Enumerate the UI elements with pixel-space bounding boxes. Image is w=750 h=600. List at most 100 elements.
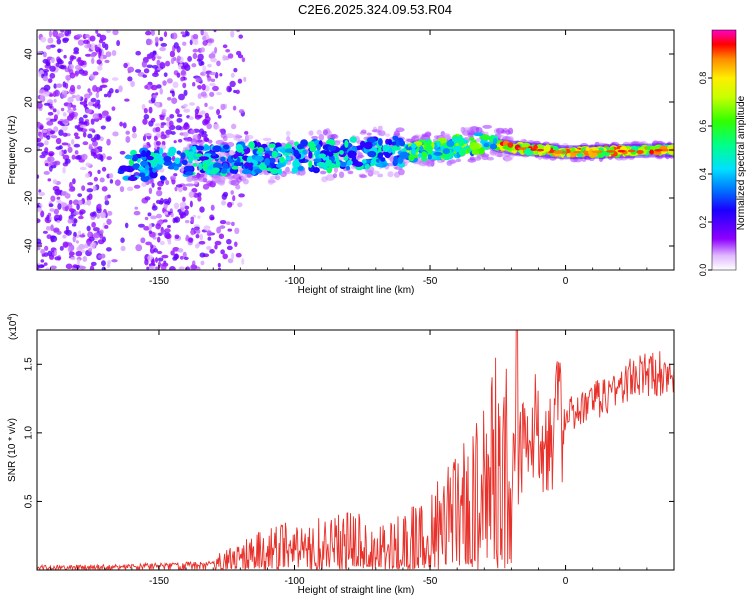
spectrogram-noise-speck	[159, 47, 166, 52]
spectrogram-noise-speck	[151, 182, 155, 188]
spectrogram-noise-speck	[99, 85, 103, 92]
spectrogram-noise-speck	[87, 133, 93, 139]
spectrogram-noise-speck	[188, 102, 196, 106]
spectrogram-noise-speck	[77, 193, 83, 198]
spectrogram-noise-speck	[168, 120, 174, 128]
spectrogram-noise-speck	[105, 115, 112, 122]
spectrogram-noise-speck	[196, 84, 202, 89]
spectrogram-signal-blob	[202, 163, 208, 172]
spectrogram-noise-speck	[53, 160, 61, 166]
spectrogram-noise-speck	[200, 30, 204, 36]
spectrogram-signal-blob	[259, 162, 267, 171]
spectrogram-noise-speck	[148, 120, 154, 127]
spectrogram-haze	[200, 171, 206, 178]
spectrogram-noise-speck	[181, 65, 187, 70]
spectrogram-noise-speck	[155, 223, 162, 230]
spectrogram-noise-speck	[157, 257, 164, 262]
spectrogram-noise-speck	[85, 108, 93, 114]
spectrogram-noise-speck	[40, 259, 45, 263]
spectrogram-noise-speck	[206, 73, 210, 78]
spectrogram-noise-speck	[194, 243, 200, 249]
spectrogram-noise-speck	[177, 248, 184, 253]
spectrogram-noise-speck	[142, 135, 147, 142]
spectrogram-noise-speck	[86, 225, 91, 232]
spectrogram-noise-speck	[131, 132, 138, 139]
spectrogram-noise-speck	[130, 80, 135, 87]
spectrogram-noise-speck	[56, 199, 62, 204]
spectrogram-noise-speck	[99, 154, 104, 160]
snr-y-tick-label: 0.5	[24, 494, 35, 508]
spectrogram-noise-speck	[222, 44, 228, 49]
spectrogram-noise-speck	[86, 199, 92, 206]
spectrogram-noise-speck	[237, 54, 244, 59]
spectrogram-noise-speck	[125, 135, 131, 143]
spectrogram-noise-speck	[93, 232, 101, 239]
spectrogram-noise-speck	[151, 258, 155, 266]
spectrogram-noise-speck	[73, 47, 80, 53]
spectrogram-noise-speck	[67, 108, 73, 114]
spectrogram-noise-speck	[159, 240, 165, 246]
spectrogram-noise-speck	[127, 70, 131, 74]
spectrogram-signal-blob	[152, 167, 157, 173]
spectrogram-haze	[387, 171, 394, 178]
spectrogram-noise-speck	[48, 156, 55, 163]
spectrogram-y-tick-label: -20	[24, 190, 35, 205]
spectrogram-noise-speck	[132, 126, 137, 133]
spectrogram-noise-speck	[79, 265, 87, 270]
spectrogram-noise-speck	[69, 250, 73, 258]
spectrogram-noise-speck	[218, 233, 225, 240]
spectrogram-noise-speck	[176, 117, 183, 123]
spectrogram-noise-speck	[182, 251, 187, 258]
spectrogram-signal-blob	[264, 147, 270, 152]
spectrogram-peak-mark	[660, 148, 669, 152]
spectrogram-signal-blob	[339, 150, 344, 155]
spectrogram-noise-speck	[94, 101, 98, 109]
spectrogram-haze	[195, 139, 205, 145]
spectrogram-haze	[378, 130, 386, 137]
spectrogram-noise-speck	[176, 55, 181, 62]
spectrogram-noise-speck	[204, 115, 211, 123]
spectrogram-noise-speck	[148, 230, 153, 235]
spectrogram-signal-blob	[292, 159, 301, 168]
spectrogram-noise-speck	[79, 124, 87, 128]
spectrogram-noise-speck	[199, 233, 204, 241]
svg-text:(x104): (x104)	[7, 313, 19, 340]
spectrogram-noise-speck	[147, 212, 152, 217]
spectrogram-signal-blob	[194, 153, 203, 157]
spectrogram-signal-blob	[455, 137, 465, 142]
spectrogram-noise-speck	[68, 64, 74, 70]
spectrogram-noise-speck	[162, 80, 167, 86]
spectrogram-peak-mark	[572, 150, 582, 154]
spectrogram-haze	[267, 178, 275, 185]
spectrogram-noise-speck	[192, 48, 199, 53]
spectrogram-peak-mark	[628, 149, 636, 153]
spectrogram-noise-speck	[216, 91, 222, 96]
spectrogram-signal-blob	[297, 165, 304, 171]
spectrogram-noise-speck	[219, 225, 226, 229]
spectrogram-signal-blob	[427, 138, 432, 146]
spectrogram-noise-speck	[71, 104, 77, 108]
spectrogram-noise-speck	[220, 103, 226, 111]
spectrogram-noise-speck	[241, 57, 246, 63]
spectrogram-noise-speck	[76, 258, 81, 265]
spectrogram-noise-speck	[162, 219, 168, 223]
spectrogram-y-label: Frequency (Hz)	[7, 116, 18, 185]
spectrogram-noise-speck	[174, 234, 180, 239]
spectrogram-noise-speck	[170, 57, 175, 65]
spectrogram-y-tick-label: 40	[24, 48, 35, 60]
spectrogram-haze	[316, 129, 322, 135]
spectrogram-noise-speck	[244, 130, 249, 135]
spectrogram-noise-speck	[156, 236, 161, 243]
spectrogram-peak-mark	[517, 147, 527, 150]
spectrogram-noise-speck	[75, 240, 79, 244]
spectrogram-noise-speck	[100, 253, 106, 259]
colorbar: 0.0 0.2 0.4 0.6 0.8 Normalized spectral ampl…	[698, 29, 747, 276]
spectrogram-haze	[233, 133, 241, 141]
spectrogram-noise-speck	[108, 87, 114, 94]
spectrogram-signal-blob	[205, 168, 211, 175]
spectrogram-noise-speck	[54, 256, 61, 261]
spectrogram-noise-speck	[81, 72, 88, 77]
spectrogram-haze	[220, 132, 227, 139]
spectrogram-noise-speck	[69, 84, 76, 92]
spectrogram-noise-speck	[197, 215, 201, 219]
